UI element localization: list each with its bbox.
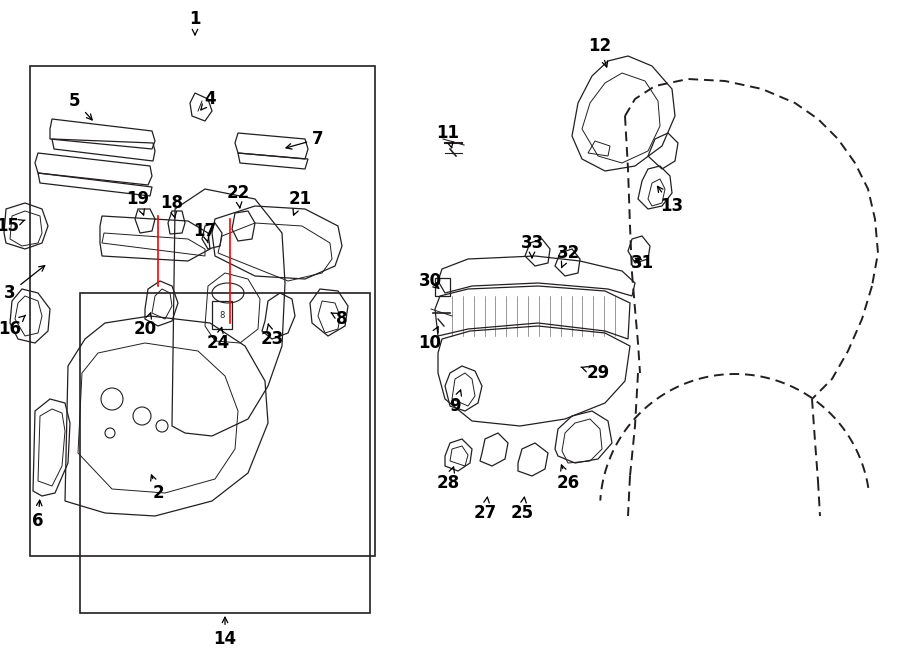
Text: 32: 32 xyxy=(556,244,580,268)
Text: 11: 11 xyxy=(436,124,460,148)
Text: 8: 8 xyxy=(220,311,225,319)
Text: 27: 27 xyxy=(473,497,497,522)
Text: 7: 7 xyxy=(286,130,324,149)
Text: 17: 17 xyxy=(194,222,217,243)
Text: 10: 10 xyxy=(418,327,442,352)
Bar xyxy=(212,301,232,329)
Text: 6: 6 xyxy=(32,500,44,530)
Text: 22: 22 xyxy=(227,184,249,208)
Text: 20: 20 xyxy=(133,313,157,338)
Text: 9: 9 xyxy=(449,390,462,415)
Text: 2: 2 xyxy=(150,475,164,502)
Text: 14: 14 xyxy=(213,617,237,648)
Text: 8: 8 xyxy=(331,310,347,328)
Text: 15: 15 xyxy=(0,217,25,235)
Text: 19: 19 xyxy=(126,190,149,215)
Text: 5: 5 xyxy=(69,92,92,120)
Text: 25: 25 xyxy=(510,497,534,522)
Bar xyxy=(80,293,370,613)
Text: 18: 18 xyxy=(160,194,184,218)
Text: 1: 1 xyxy=(189,10,201,35)
Text: 26: 26 xyxy=(556,465,580,492)
Bar xyxy=(435,278,450,296)
Text: 31: 31 xyxy=(630,254,653,272)
Text: 4: 4 xyxy=(201,90,216,110)
Text: 12: 12 xyxy=(589,37,612,67)
Text: 13: 13 xyxy=(658,186,684,215)
Text: 33: 33 xyxy=(520,234,544,258)
Text: 21: 21 xyxy=(288,190,311,215)
Text: 3: 3 xyxy=(4,266,45,302)
Bar xyxy=(30,66,375,556)
Text: 30: 30 xyxy=(418,272,442,290)
Text: 23: 23 xyxy=(260,324,284,348)
Text: 24: 24 xyxy=(206,327,230,352)
Text: 29: 29 xyxy=(581,364,609,382)
Text: 16: 16 xyxy=(0,315,25,338)
Text: 28: 28 xyxy=(436,467,460,492)
